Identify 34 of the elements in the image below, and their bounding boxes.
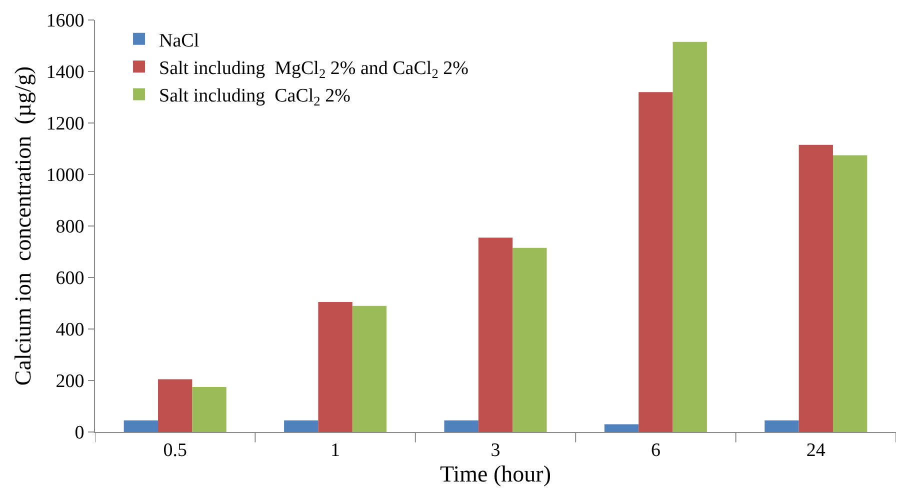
bar bbox=[832, 155, 868, 432]
bar bbox=[638, 92, 673, 432]
y-tick-label: 1600 bbox=[46, 10, 84, 32]
bar bbox=[124, 420, 158, 432]
y-tick-label: 400 bbox=[56, 320, 84, 341]
x-tick-label: 6 bbox=[650, 440, 660, 461]
bar bbox=[444, 420, 478, 432]
x-tick-label: 3 bbox=[490, 440, 500, 461]
bar bbox=[512, 248, 547, 432]
y-tick-label: 200 bbox=[56, 371, 84, 392]
legend-label: NaCl bbox=[159, 30, 200, 52]
y-tick-label: 600 bbox=[56, 268, 84, 290]
y-tick-label: 1400 bbox=[46, 62, 84, 84]
y-tick-label: 1000 bbox=[46, 165, 84, 186]
y-tick-label: 1200 bbox=[46, 114, 84, 135]
x-tick-label: 1 bbox=[330, 440, 340, 461]
bar bbox=[318, 302, 352, 432]
bar bbox=[158, 379, 192, 432]
bar bbox=[192, 386, 226, 432]
bar bbox=[764, 420, 799, 432]
y-tick-label: 800 bbox=[56, 216, 84, 238]
bar bbox=[672, 42, 707, 432]
bar bbox=[798, 144, 833, 432]
legend-label: Salt including CaCl$_{2}$ 2% bbox=[159, 86, 351, 109]
y-axis-title: Calcium ion concentration (µg/g) bbox=[10, 66, 36, 386]
x-tick-label: 24 bbox=[806, 440, 826, 461]
bar bbox=[478, 238, 513, 432]
x-tick-label: 0.5 bbox=[163, 440, 187, 461]
bar bbox=[604, 424, 639, 432]
x-axis-title: Time (hour) bbox=[440, 461, 551, 486]
bar bbox=[284, 420, 318, 432]
bar bbox=[352, 306, 387, 432]
y-tick-label: 0 bbox=[74, 422, 84, 444]
legend-label: Salt including MgCl$_{2}$ 2% and CaCl$_{2}$ 2% bbox=[159, 58, 469, 81]
